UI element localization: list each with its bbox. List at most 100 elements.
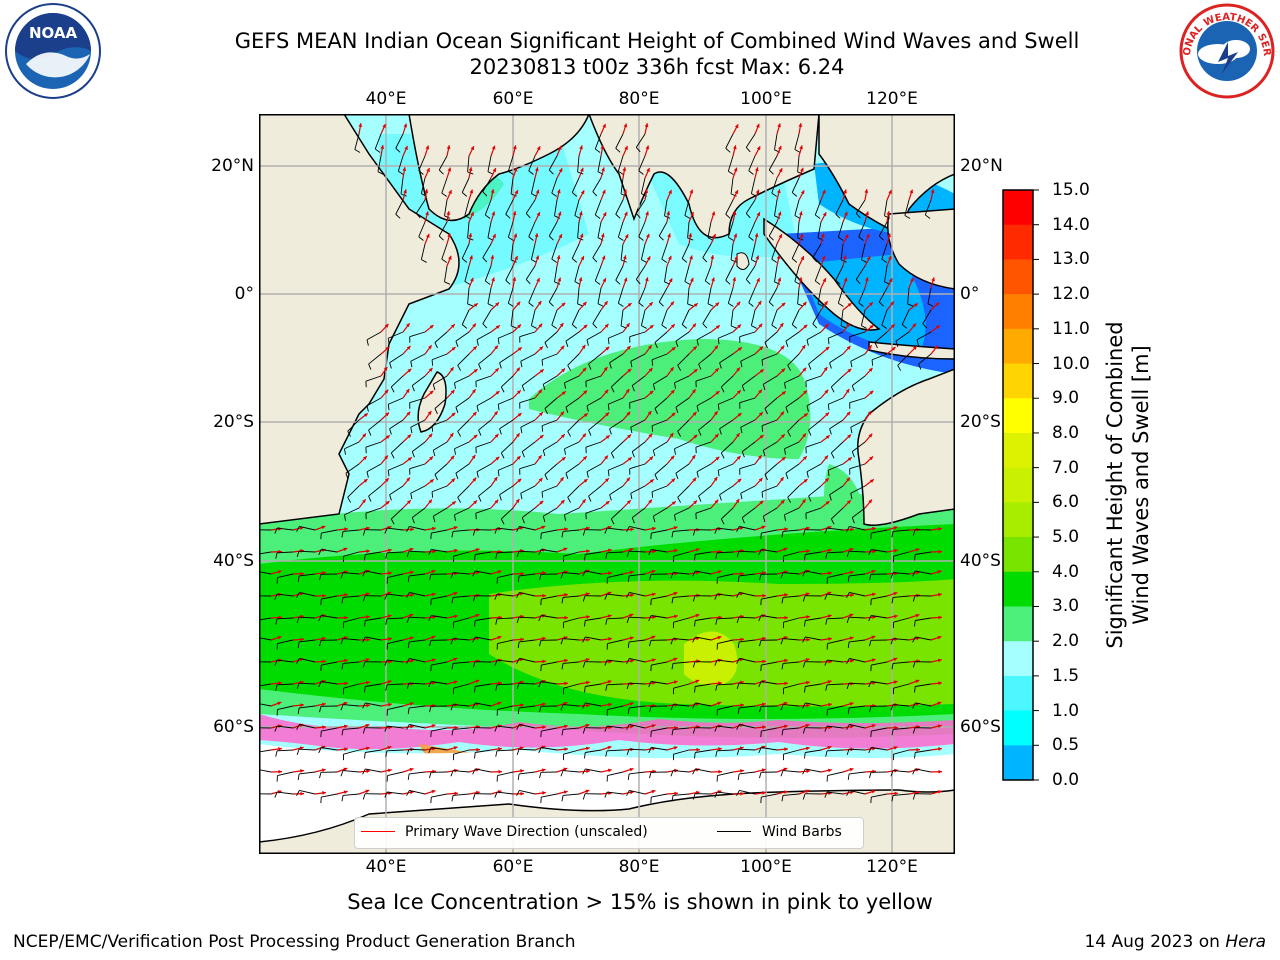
wave-direction-arrowhead	[799, 145, 803, 150]
wind-barb-flag	[318, 549, 322, 556]
wind-barb	[848, 550, 866, 553]
wave-direction-arrowhead	[781, 391, 786, 396]
wind-barb	[496, 749, 514, 752]
wind-barb	[387, 639, 404, 645]
wind-barb	[739, 591, 756, 597]
wind-barb-flag	[692, 702, 696, 709]
wave-direction-arrowhead	[384, 455, 388, 460]
wind-barb-flag	[390, 386, 395, 393]
wave-direction-arrowhead	[449, 367, 454, 372]
wind-barb-flag	[791, 324, 798, 329]
wind-barb	[630, 353, 646, 362]
wind-barb-flag	[398, 170, 404, 175]
wind-barb-flag	[692, 570, 696, 577]
wave-direction-arrowhead	[805, 658, 810, 662]
colorbar-segment	[1003, 398, 1033, 434]
wave-direction-arrowhead	[542, 636, 546, 641]
wind-barb-flag	[914, 752, 916, 759]
wave-direction-arrowhead	[645, 211, 649, 216]
wind-barb-flag	[275, 618, 278, 625]
wind-barb-flag	[615, 279, 621, 285]
wind-barb-flag	[804, 686, 806, 693]
wave-direction-arrowhead	[453, 746, 458, 750]
wind-barb	[673, 595, 690, 598]
wind-barb	[628, 616, 646, 619]
wind-barb	[871, 353, 888, 361]
wind-barb-flag	[694, 620, 696, 627]
wind-barb-flag	[719, 428, 722, 435]
wave-direction-arrowhead	[938, 615, 942, 620]
wind-barb	[630, 419, 646, 428]
wind-barb-flag	[670, 638, 674, 645]
wind-barb	[475, 507, 492, 514]
wave-direction-arrowhead	[758, 323, 763, 328]
wave-direction-arrowhead	[409, 636, 414, 641]
wind-barb-flag	[571, 324, 578, 329]
wave-direction-arrowhead	[781, 457, 786, 461]
lat-tick-left-0: 0°	[234, 284, 254, 304]
wind-barb-flag	[548, 301, 554, 307]
wave-direction-arrowhead	[542, 791, 546, 795]
wave-direction-arrowhead	[806, 703, 810, 708]
wind-barb-flag	[758, 615, 762, 622]
wind-barb-flag	[924, 214, 931, 219]
wave-direction-arrowhead	[849, 702, 854, 706]
wind-barb-flag	[389, 428, 392, 435]
wind-barb	[420, 177, 426, 194]
wind-barb-flag	[730, 325, 737, 329]
wave-direction-arrowhead	[732, 277, 737, 281]
colorbar-segment	[1003, 190, 1033, 226]
wave-direction-arrowhead	[651, 789, 656, 794]
wind-barb	[438, 221, 448, 237]
wind-barb	[606, 683, 624, 686]
wind-barb-flag	[499, 494, 502, 501]
wind-barb	[640, 309, 646, 326]
wind-barb	[461, 243, 470, 259]
wind-barb	[915, 570, 932, 575]
wind-barb-flag	[784, 514, 786, 521]
wind-barb-flag	[411, 517, 415, 524]
wave-direction-arrowhead	[431, 724, 436, 728]
wind-barb-flag	[528, 236, 534, 241]
wind-barb	[276, 683, 294, 686]
wave-direction-arrowhead	[406, 477, 410, 482]
wind-barb	[388, 463, 404, 471]
wind-barb	[551, 243, 558, 260]
wave-direction-arrowhead	[850, 659, 854, 663]
wind-barb-flag	[609, 428, 612, 435]
wind-barb	[730, 177, 734, 194]
wave-direction-arrowhead	[849, 547, 854, 552]
wind-barb-flag	[914, 686, 916, 693]
wind-barb	[629, 525, 646, 531]
wind-barb-flag	[671, 597, 674, 604]
wave-direction-arrowhead	[778, 145, 782, 150]
wind-barb	[475, 749, 492, 753]
wave-direction-arrowhead	[630, 724, 634, 729]
wind-barb	[687, 221, 690, 238]
wind-barb-flag	[638, 236, 644, 241]
wind-barb	[397, 155, 404, 172]
wind-barb	[915, 551, 932, 555]
wave-direction-arrowhead	[427, 410, 432, 415]
wind-barb	[500, 375, 514, 388]
wind-barb	[496, 617, 514, 620]
wind-barb-flag	[368, 429, 372, 436]
wave-direction-arrowhead	[715, 456, 720, 461]
wave-direction-arrowhead	[300, 637, 304, 642]
wave-direction-arrowhead	[890, 301, 894, 306]
wave-direction-arrowhead	[690, 211, 694, 216]
wind-barb	[849, 331, 866, 338]
wind-barb	[764, 463, 778, 475]
wind-barb	[849, 771, 866, 775]
wind-barb	[453, 704, 470, 707]
wind-barb	[651, 747, 668, 751]
wave-direction-arrowhead	[384, 323, 389, 328]
wave-direction-and-wind-barbs	[259, 123, 943, 804]
wind-barb	[500, 507, 514, 520]
wind-barb	[695, 749, 712, 753]
wind-barb-flag	[881, 324, 887, 329]
wind-barb	[518, 748, 536, 751]
wind-barb-flag	[884, 215, 891, 219]
wind-barb-flag	[429, 706, 432, 713]
wind-barb-flag	[441, 258, 447, 263]
